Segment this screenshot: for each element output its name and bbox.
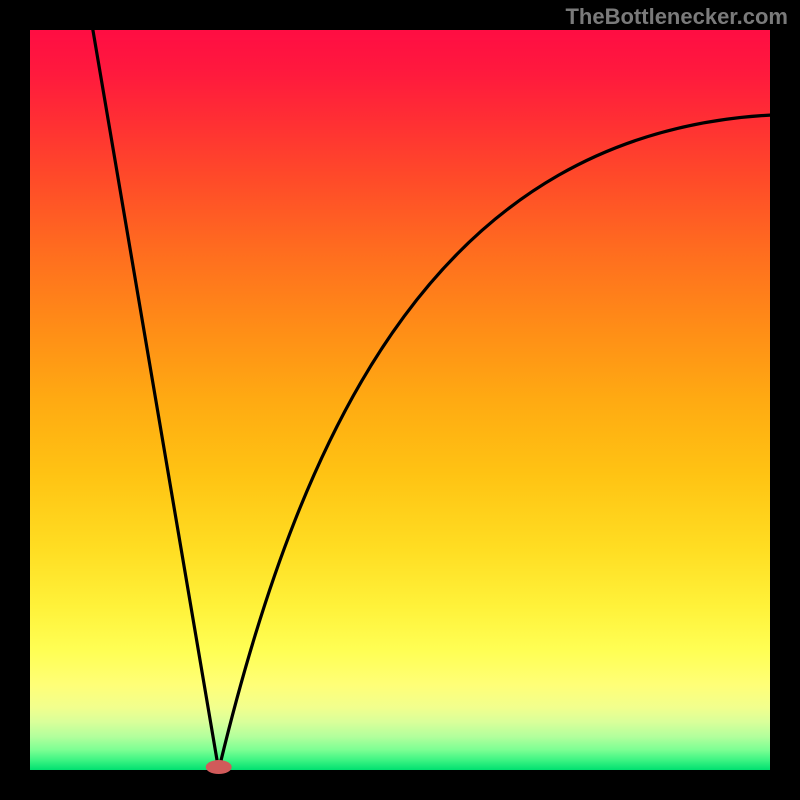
bottleneck-chart xyxy=(0,0,800,800)
watermark-text: TheBottlenecker.com xyxy=(565,4,788,30)
plot-background xyxy=(30,30,770,770)
optimum-marker xyxy=(206,760,232,774)
chart-container: { "watermark": { "text": "TheBottlenecke… xyxy=(0,0,800,800)
